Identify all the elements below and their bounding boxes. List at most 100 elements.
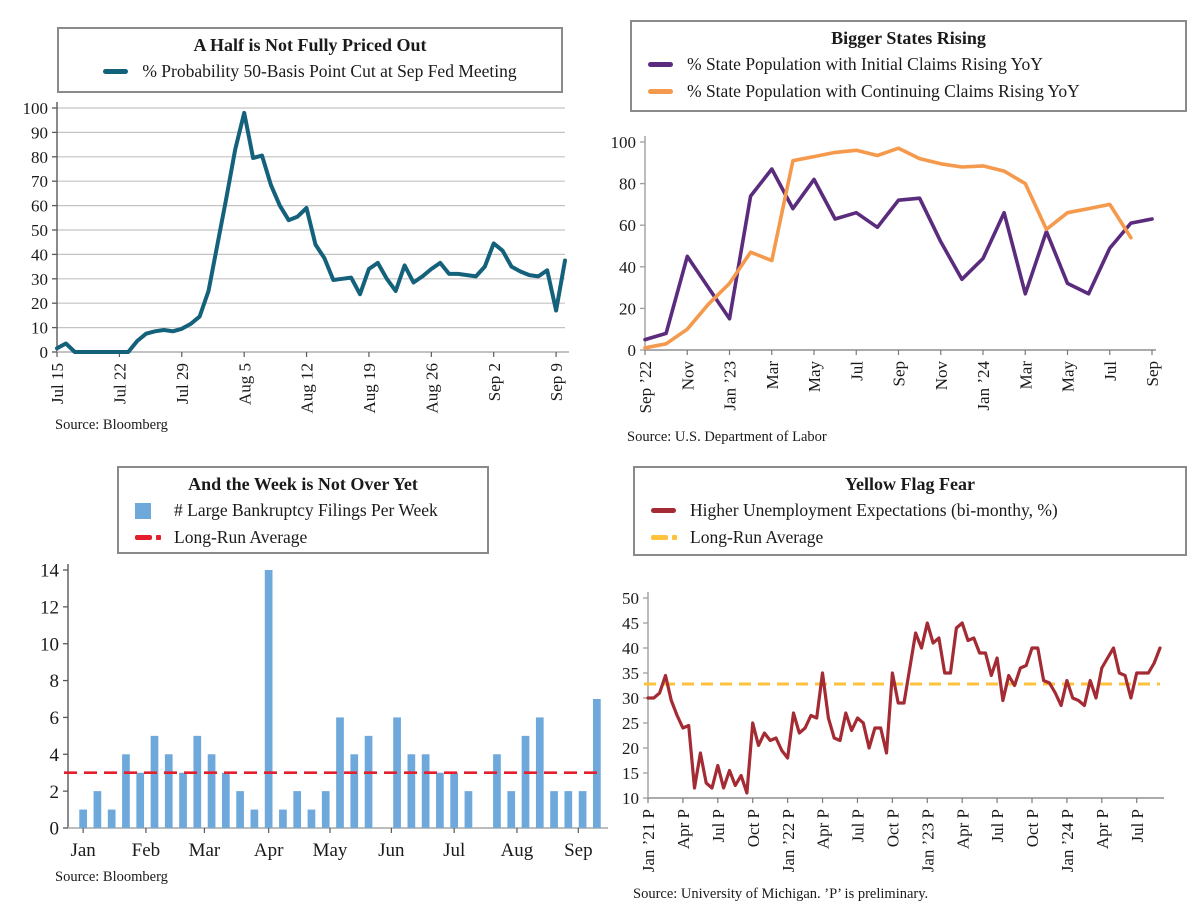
dashdot-swatch-icon	[651, 535, 681, 540]
bar	[350, 754, 359, 828]
chart-legend-box: A Half is Not Fully Priced Out % Probabi…	[57, 27, 563, 93]
x-tick-label: Sep	[564, 840, 593, 861]
x-tick-label: Jan ’24 P	[1058, 809, 1077, 872]
legend-label: Long-Run Average	[174, 527, 308, 547]
bar	[421, 754, 430, 828]
source-note: Source: U.S. Department of Labor	[627, 429, 827, 445]
series-line	[643, 167, 1154, 342]
x-tick-label: Jan	[70, 840, 96, 861]
x-tick-label: Aug 26	[422, 363, 441, 414]
bar	[136, 772, 145, 828]
chart-title: Yellow Flag Fear	[845, 474, 975, 494]
y-tick-label: 0	[628, 341, 637, 360]
x-tick-label: Jan ’21 P	[639, 809, 658, 872]
bar	[578, 791, 587, 828]
x-tick-label: May	[313, 840, 348, 861]
y-tick-label: 70	[31, 172, 48, 191]
y-tick-label: 40	[619, 258, 636, 277]
y-tick-label: 80	[619, 175, 636, 194]
y-tick-label: 45	[622, 614, 639, 633]
x-tick-label: Jul P	[849, 809, 868, 843]
y-tick-label: 60	[619, 216, 636, 235]
line-swatch-icon	[648, 89, 678, 94]
series-line	[55, 110, 567, 354]
legend-label: % Probability 50-Basis Point Cut at Sep …	[142, 61, 517, 81]
bar	[79, 809, 87, 828]
chart-legend-box: Yellow Flag Fear Higher Unemployment Exp…	[633, 466, 1187, 556]
legend-label: # Large Bankruptcy Filings Per Week	[174, 500, 438, 520]
y-tick-label: 100	[23, 99, 49, 118]
x-tick-label: Oct P	[744, 809, 763, 847]
x-tick-label: Jan ’23 P	[918, 809, 937, 872]
bar	[450, 772, 459, 828]
legend-item: # Large Bankruptcy Filings Per Week	[119, 497, 487, 524]
x-tick-label: Mar	[189, 840, 221, 861]
bar	[107, 809, 116, 828]
x-tick-label: Aug	[501, 840, 534, 861]
panel-bankruptcy-filings: 0 2 4 6 8 10 12 14 Jan Feb Mar Apr May Jun Jul Aug Sep A…	[0, 460, 620, 919]
x-tick-label: Jan ’24	[974, 361, 993, 411]
y-tick-label: 14	[40, 561, 60, 582]
y-tick-label: 8	[50, 671, 60, 692]
y-tick-label: 10	[40, 634, 59, 655]
x-tick-label: Jul P	[1128, 809, 1147, 843]
y-tick-label: 25	[622, 714, 639, 733]
x-tick-label: Jul	[1101, 361, 1120, 381]
square-swatch-icon	[135, 502, 165, 519]
source-note: Source: University of Michigan. ’P’ is p…	[633, 886, 929, 902]
bar	[164, 754, 173, 828]
y-tick-label: 90	[31, 123, 48, 142]
series-line	[643, 146, 1133, 350]
legend-item: % State Population with Initial Claims R…	[632, 51, 1185, 78]
x-tick-label: May	[1059, 361, 1078, 393]
legend: Higher Unemployment Expectations (bi-mon…	[635, 497, 1185, 551]
x-tick-label: Aug 5	[235, 363, 254, 405]
unemployment-expectations-chart: 10 15 20 25 30 35 40 45 50 Jan ’21 P Apr P Jul P Oct…	[622, 589, 1164, 872]
series-line	[646, 621, 1162, 795]
y-tick-label: 15	[622, 764, 639, 783]
chart-title: Bigger States Rising	[831, 28, 986, 48]
y-tick-label: 4	[50, 745, 60, 766]
x-tick-label: Feb	[132, 840, 161, 861]
legend-item: Higher Unemployment Expectations (bi-mon…	[635, 497, 1185, 524]
line-swatch-icon	[103, 69, 133, 74]
bar	[207, 754, 216, 828]
x-tick-label: Nov	[678, 361, 697, 391]
x-tick-label: Jul	[847, 361, 866, 381]
line-swatch-icon	[651, 508, 681, 513]
bar	[364, 735, 373, 828]
y-tick-label: 100	[611, 133, 637, 152]
x-tick-label: May	[805, 361, 824, 393]
bar	[236, 791, 244, 828]
bar	[279, 809, 287, 828]
x-tick-label: Jul P	[709, 809, 728, 843]
legend-label: Long-Run Average	[690, 527, 824, 547]
legend-label: Higher Unemployment Expectations (bi-mon…	[690, 500, 1058, 520]
bar	[264, 570, 273, 828]
panel-state-claims: 0 20 40 60 80 100 Sep ’22 Nov Jan ’23 Mar May Jul Se…	[600, 0, 1200, 460]
x-tick-label: Sep ’22	[636, 361, 655, 413]
x-tick-label: Jun	[378, 840, 405, 861]
panel-unemployment-expectations: 10 15 20 25 30 35 40 45 50 Jan ’21 P Apr P Jul P Oct…	[620, 460, 1200, 919]
y-tick-label: 20	[622, 739, 639, 758]
y-tick-label: 20	[31, 294, 48, 313]
y-tick-label: 10	[622, 789, 639, 808]
x-tick-label: Sep	[890, 361, 909, 387]
x-tick-label: Aug 12	[298, 363, 317, 414]
y-tick-label: 35	[622, 664, 639, 683]
bar	[321, 791, 330, 828]
x-tick-label: Apr P	[1093, 809, 1112, 849]
x-tick-label: Sep 2	[485, 363, 504, 401]
chart-legend-box: Bigger States Rising % State Population …	[630, 20, 1187, 112]
bankruptcy-filings-chart: 0 2 4 6 8 10 12 14 Jan Feb Mar Apr May Jun Jul Aug Sep	[40, 561, 608, 861]
bar	[464, 791, 473, 828]
legend-item: Long-Run Average	[119, 524, 487, 551]
legend: % Probability 50-Basis Point Cut at Sep …	[59, 58, 561, 85]
y-tick-label: 6	[50, 708, 60, 729]
x-tick-label: Apr P	[814, 809, 833, 849]
x-tick-label: Sep 9	[547, 363, 566, 401]
x-tick-label: Oct P	[883, 809, 902, 847]
bar	[564, 791, 573, 828]
legend-item: Long-Run Average	[635, 524, 1185, 551]
state-claims-chart: 0 20 40 60 80 100 Sep ’22 Nov Jan ’23 Mar May Jul Se…	[611, 133, 1163, 413]
